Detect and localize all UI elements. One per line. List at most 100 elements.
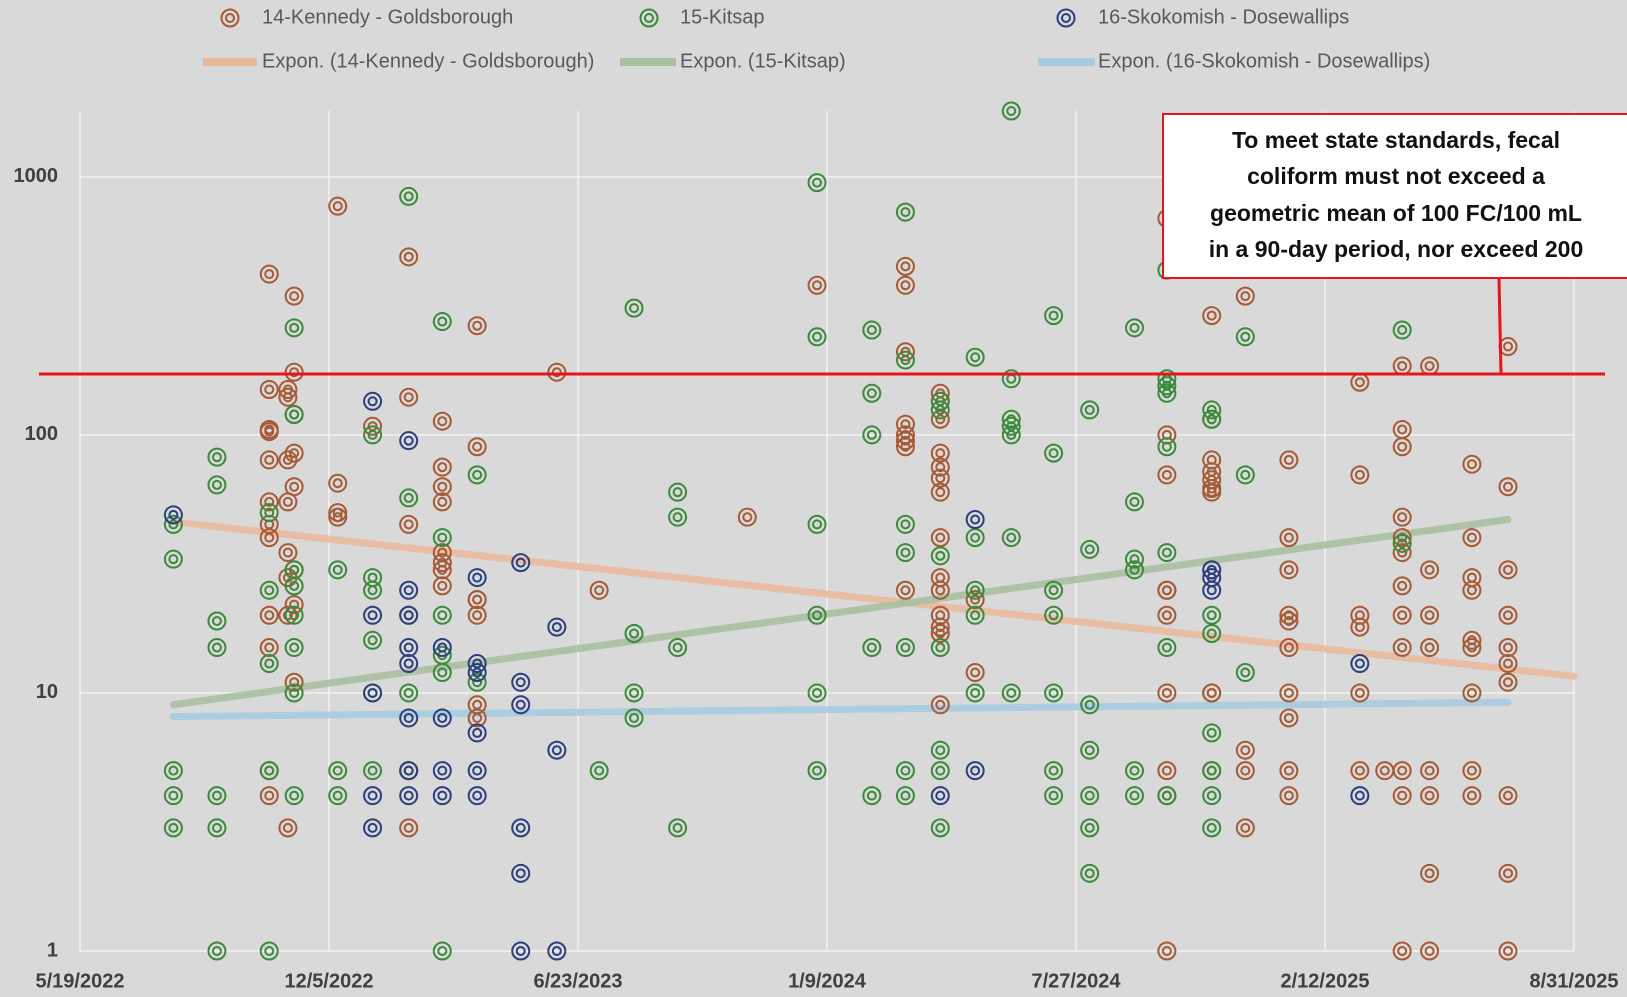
point-core	[403, 492, 414, 503]
point	[467, 723, 487, 743]
point-ring	[1462, 528, 1482, 548]
x-tick-label: 1/9/2024	[788, 970, 867, 992]
point-ring	[278, 543, 298, 563]
point-ring	[1420, 560, 1440, 580]
point-core	[1424, 642, 1435, 653]
point-ring	[467, 654, 487, 674]
point-ring	[1125, 549, 1145, 569]
point	[284, 605, 304, 625]
point-ring	[163, 818, 183, 838]
point-ring	[1462, 638, 1482, 658]
point	[284, 786, 304, 806]
point-ring	[1279, 708, 1299, 728]
point	[965, 347, 985, 367]
point	[1044, 306, 1064, 326]
point-ring	[432, 528, 452, 548]
point-ring	[259, 264, 279, 284]
point	[668, 507, 688, 527]
point	[1462, 580, 1482, 600]
point-core	[935, 790, 946, 801]
point-ring	[895, 350, 915, 370]
point	[930, 761, 950, 781]
point-core	[629, 712, 640, 723]
point-core	[472, 320, 483, 331]
point-ring	[1001, 425, 1021, 445]
point-ring	[1498, 605, 1518, 625]
point-core	[970, 765, 981, 776]
point-ring	[259, 654, 279, 674]
point-core	[472, 677, 483, 688]
point	[1080, 740, 1100, 760]
point-ring	[1392, 320, 1412, 340]
point	[363, 818, 383, 838]
point	[1202, 761, 1222, 781]
point	[930, 400, 950, 420]
point-ring	[1001, 416, 1021, 436]
point-core	[168, 790, 179, 801]
point	[1001, 683, 1021, 703]
point-core	[1397, 547, 1408, 558]
point	[432, 761, 452, 781]
point-core	[1084, 868, 1095, 879]
point	[1202, 723, 1222, 743]
point-ring	[1202, 560, 1222, 580]
point-core	[1424, 765, 1435, 776]
point-ring	[399, 708, 419, 728]
point-ring	[1157, 941, 1177, 961]
point-ring	[1157, 376, 1177, 396]
point	[399, 786, 419, 806]
point-core	[367, 429, 378, 440]
point-ring	[1498, 654, 1518, 674]
point-ring	[1202, 482, 1222, 502]
point	[807, 761, 827, 781]
point-core	[1397, 790, 1408, 801]
point-ring	[1044, 683, 1064, 703]
point	[1279, 683, 1299, 703]
point-ring	[895, 275, 915, 295]
point-core	[866, 325, 877, 336]
point	[259, 761, 279, 781]
point-core	[672, 512, 683, 523]
point-core	[1129, 496, 1140, 507]
point-core	[1161, 388, 1172, 399]
point-core	[1240, 667, 1251, 678]
point-core	[935, 628, 946, 639]
point	[284, 477, 304, 497]
point	[930, 528, 950, 548]
point-ring	[1392, 941, 1412, 961]
point-core	[1048, 790, 1059, 801]
point-core	[1240, 765, 1251, 776]
point-ring	[259, 422, 279, 442]
point-ring	[807, 605, 827, 625]
point-core	[1354, 790, 1365, 801]
point-core	[289, 409, 300, 420]
point-ring	[259, 450, 279, 470]
point-ring	[895, 543, 915, 563]
point-ring	[1279, 605, 1299, 625]
point-ring	[1044, 443, 1064, 463]
point-ring	[862, 786, 882, 806]
point-ring	[930, 482, 950, 502]
point-core	[332, 478, 343, 489]
point-core	[472, 441, 483, 452]
point	[1125, 318, 1145, 338]
point	[259, 492, 279, 512]
point-ring	[511, 553, 531, 573]
point-ring	[399, 605, 419, 625]
point	[467, 568, 487, 588]
point-ring	[1350, 761, 1370, 781]
point	[965, 663, 985, 683]
point-ring	[284, 683, 304, 703]
point	[1279, 450, 1299, 470]
y-tick-label: 100	[25, 423, 58, 445]
point-core	[1048, 687, 1059, 698]
point-ring	[1125, 492, 1145, 512]
point-core	[935, 822, 946, 833]
point	[207, 475, 227, 495]
point	[547, 941, 567, 961]
point-core	[1048, 610, 1059, 621]
point-ring	[930, 695, 950, 715]
point	[511, 672, 531, 692]
point	[1235, 818, 1255, 838]
point-core	[437, 564, 448, 575]
